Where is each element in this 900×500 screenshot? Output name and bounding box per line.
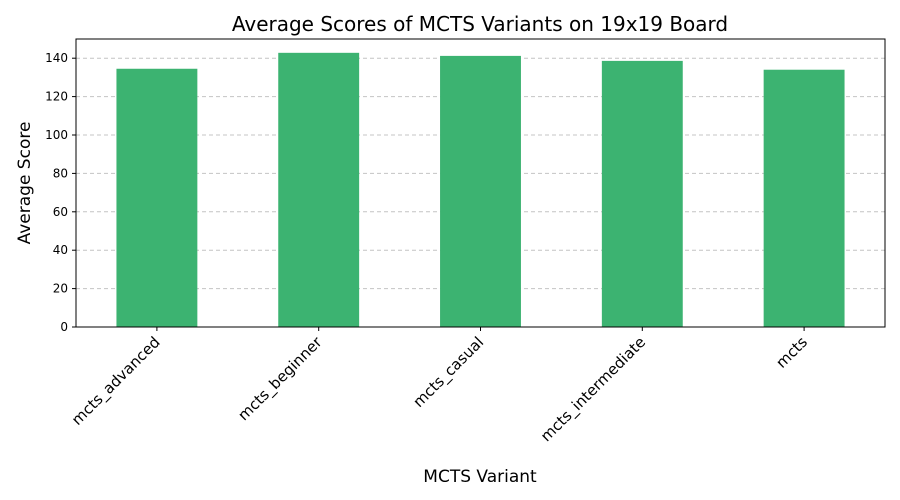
x-tick-label: mcts_casual [409,333,488,412]
gridlines [76,57,885,290]
bars [116,52,845,328]
y-tick-label: 60 [53,205,68,219]
x-tick-label: mcts [772,333,811,372]
y-axis-label: Average Score [15,122,35,245]
bar-mcts-beginner [278,52,360,327]
y-tick-label: 100 [45,128,68,142]
y-tick-label: 20 [53,282,68,296]
x-tick-label: mcts_intermediate [537,333,650,446]
x-axis-label: MCTS Variant [423,467,537,487]
x-tick-label: mcts_beginner [234,333,326,425]
bar-mcts-intermediate [601,60,683,327]
y-tick-label: 40 [53,243,68,257]
y-tick-label: 140 [45,51,68,65]
y-tick-label: 80 [53,166,68,180]
chart-title: Average Scores of MCTS Variants on 19x19… [232,12,728,36]
y-axis-ticks: 0 20 40 60 80 100 120 140 [45,51,76,334]
y-tick-label: 0 [60,320,68,334]
y-tick-label: 120 [45,90,68,104]
bar-mcts [763,69,845,327]
x-tick-label: mcts_advanced [68,333,164,429]
x-axis-ticks: mcts_advanced mcts_beginner mcts_casual mct… [68,327,811,446]
bar-mcts-casual [440,55,521,328]
bar-mcts-advanced [116,68,198,327]
